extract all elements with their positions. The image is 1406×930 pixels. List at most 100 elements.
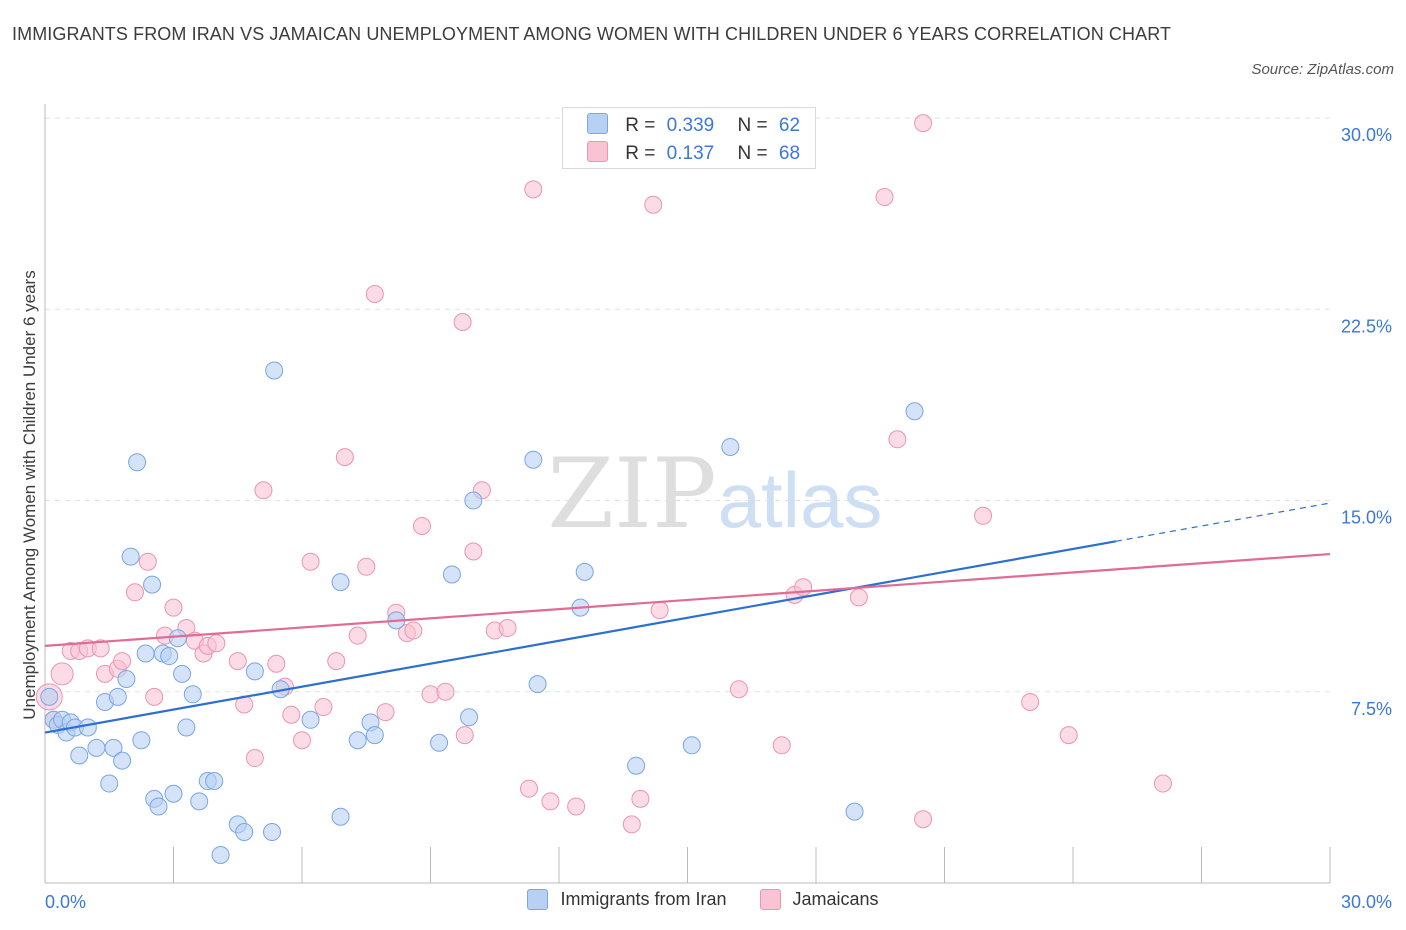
iran-point (365, 726, 384, 745)
x-tick-label: 30.0% (1341, 892, 1392, 912)
iran-point (70, 746, 89, 765)
jamaicans-point (914, 114, 933, 133)
iran-point (301, 710, 320, 729)
iran-point (442, 565, 461, 584)
iran-point (190, 792, 209, 811)
chart-title: IMMIGRANTS FROM IRAN VS JAMAICAN UNEMPLO… (12, 24, 1172, 44)
jamaicans-point (376, 703, 395, 722)
legend-r-value-iran: 0.339 (666, 115, 715, 136)
jamaicans-point (524, 180, 543, 199)
jamaicans-point (1153, 774, 1172, 793)
iran-point (87, 738, 106, 757)
iran-point (117, 670, 136, 688)
jamaicans-point (293, 731, 311, 750)
jamaicans-point (520, 779, 539, 798)
iran-point (265, 361, 284, 380)
jamaicans-point (541, 792, 560, 811)
iran-point (78, 718, 97, 737)
legend-n-label: N = (737, 143, 768, 164)
iran-point (205, 772, 224, 790)
watermark-atlas: atlas (718, 456, 883, 544)
legend-row-iran: R = 0.339 N = 62 (587, 113, 800, 137)
watermark-zip: ZIP (547, 438, 716, 550)
iran-point (905, 402, 924, 421)
iran-point (108, 687, 127, 706)
jamaicans-point (327, 652, 346, 671)
jamaicans-point (267, 654, 286, 673)
iran-point (331, 573, 350, 592)
jamaicans-point (91, 639, 110, 658)
jamaicans-trend-line (44, 552, 1331, 647)
jamaicans-point (228, 652, 247, 671)
jamaicans-point (113, 652, 132, 671)
jamaicans-point (125, 583, 144, 602)
jamaicans-point (282, 705, 301, 724)
jamaicans-point (138, 552, 157, 571)
iran-point (132, 731, 151, 750)
legend-item-jamaicans[interactable]: Jamaicans (759, 889, 879, 910)
legend-item-iran[interactable]: Immigrants from Iran (527, 889, 726, 910)
jamaicans-point (436, 682, 455, 701)
legend-label-iran: Immigrants from Iran (560, 889, 727, 909)
jamaicans-point (772, 736, 791, 755)
series-iran-points (40, 361, 924, 864)
jamaicans-point (404, 621, 423, 640)
y-tick-label: 22.5% (1341, 316, 1392, 336)
y-tick-label: 30.0% (1341, 125, 1392, 145)
iran-point (173, 664, 192, 683)
iran-point (183, 685, 202, 704)
legend-swatch-jamaicans (587, 141, 608, 162)
jamaicans-point (567, 797, 586, 816)
iran-point (524, 450, 543, 469)
iran-point (460, 708, 479, 727)
iran-point (263, 823, 282, 841)
iran-point (845, 802, 864, 821)
jamaicans-point (145, 687, 164, 706)
jamaicans-point (245, 749, 264, 768)
iran-point (168, 629, 187, 648)
legend-n-value-iran: 62 (778, 115, 801, 136)
jamaicans-point (164, 598, 183, 617)
jamaicans-point (644, 195, 663, 214)
y-tick-label: 15.0% (1341, 508, 1392, 528)
jamaicans-point (335, 448, 354, 467)
jamaicans-point (914, 810, 933, 829)
legend-n-value-jamaicans: 68 (778, 143, 801, 164)
legend-swatch-iran (587, 113, 608, 134)
iran-point (177, 718, 196, 737)
jamaicans-point (498, 619, 517, 637)
watermark: ZIP atlas (547, 438, 882, 550)
jamaicans-point (254, 481, 273, 500)
iran-point (160, 647, 179, 666)
series-legend: Immigrants from Iran Jamaicans (0, 889, 1406, 915)
legend-r-label: R = (625, 143, 656, 164)
jamaicans-point (888, 430, 907, 449)
jamaicans-point (357, 557, 376, 576)
iran-point (121, 547, 140, 566)
jamaicans-point (875, 188, 894, 207)
jamaicans-point (631, 789, 650, 808)
jamaicans-point (412, 517, 431, 535)
iran-point (245, 662, 264, 681)
iran-point (128, 453, 147, 472)
legend-label-jamaicans: Jamaicans (792, 889, 879, 909)
iran-point (136, 644, 155, 663)
iran-trend-extension (1115, 502, 1331, 542)
jamaicans-point (974, 506, 993, 525)
iran-point (149, 797, 168, 816)
legend-row-jamaicans: R = 0.137 N = 68 (587, 141, 800, 165)
jamaicans-point (1021, 692, 1040, 711)
jamaicans-point (348, 626, 367, 645)
jamaicans-point (50, 662, 74, 686)
iran-point (235, 823, 254, 841)
iran-point (143, 575, 162, 594)
iran-point (430, 733, 449, 752)
legend-r-value-jamaicans: 0.137 (666, 143, 715, 164)
iran-point (331, 807, 350, 826)
correlation-legend: R = 0.339 N = 62 R = 0.137 N = 68 (562, 107, 816, 169)
jamaicans-point (650, 601, 669, 620)
iran-point (104, 738, 123, 757)
jamaicans-point (453, 313, 472, 331)
jamaicans-point (849, 588, 868, 607)
jamaicans-point (301, 552, 320, 571)
